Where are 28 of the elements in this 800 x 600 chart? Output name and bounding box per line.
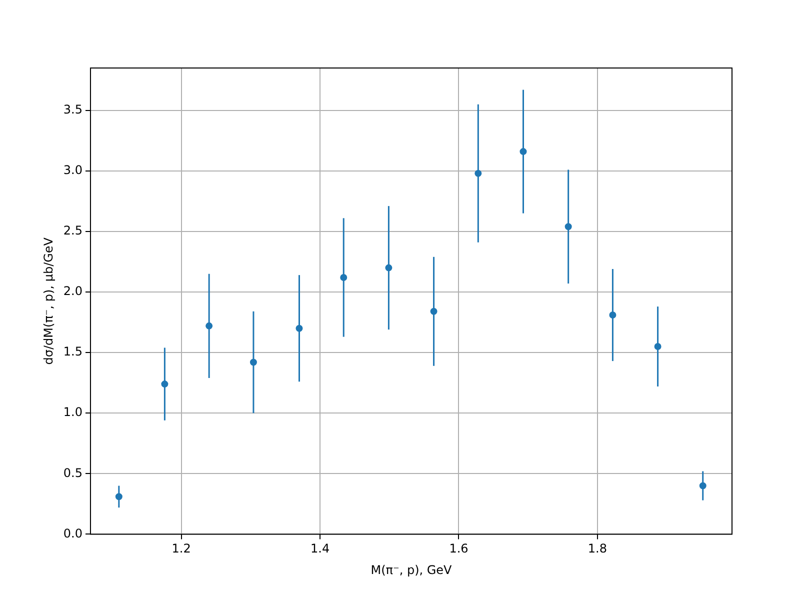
y-tick-label: 0.5 [63,466,82,480]
x-tick-label: 1.4 [310,542,330,556]
point [296,324,303,332]
x-axis-title: M(π⁻, p), GeV [370,562,453,577]
point [250,358,257,366]
y-tick-label: 3.5 [63,102,82,117]
x-tick-label: 1.2 [172,542,191,556]
point [564,223,572,230]
x-tick-label: 1.6 [449,542,468,556]
point [654,343,662,350]
point [699,482,706,490]
y-tick-label: 2.0 [63,284,82,298]
x-tick-label: 1.8 [588,542,607,556]
point [474,170,482,177]
y-tick-label: 3.0 [63,163,82,178]
y-tick-label: 1.0 [63,405,82,420]
point [161,380,168,388]
point [520,148,527,156]
point [206,322,213,330]
y-tick-label: 0.0 [63,526,82,540]
y-tick-label: 2.5 [63,224,82,238]
point [115,493,122,500]
point [609,312,616,319]
point [430,308,438,315]
y-axis-title: dσ/dM(π⁻, p), μb/GeV [41,236,56,365]
point [385,264,392,272]
point [340,274,348,281]
y-tick-label: 1.5 [63,344,82,359]
